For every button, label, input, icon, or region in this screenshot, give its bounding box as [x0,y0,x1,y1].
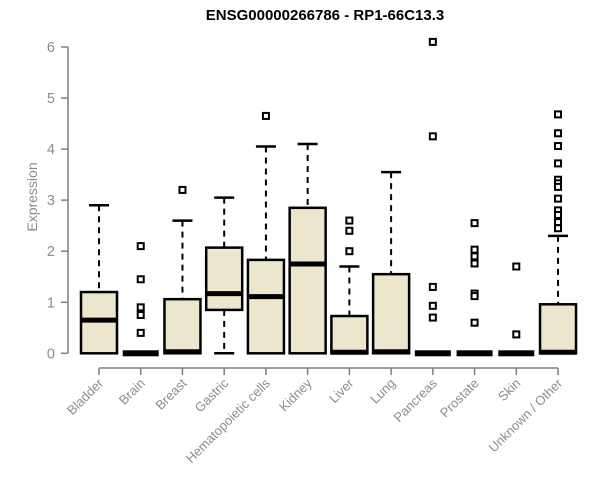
outlier-prostate [470,318,479,327]
outlier-pancreas [428,313,437,322]
flat-box-pancreas [414,350,451,357]
x-tick-label-prostate: Prostate [437,376,482,421]
outlier-prostate [470,245,479,254]
outlier-breast [178,185,187,194]
x-tick-label-kidney: Kidney [276,375,315,414]
outlier-brain [136,328,145,337]
outlier-unknown-other [554,218,563,227]
y-tick-label: 2 [47,244,55,260]
x-tick-label-skin: Skin [495,376,523,404]
outlier-liver [345,226,354,235]
outlier-skin [512,262,521,271]
outlier-liver [345,216,354,225]
outlier-pancreas [428,132,437,141]
outlier-unknown-other [554,142,563,151]
box-liver [330,314,369,355]
outlier-prostate [470,292,479,301]
outlier-skin [512,330,521,339]
box-bladder [79,290,119,355]
outlier-brain [136,242,145,251]
outlier-unknown-other [554,210,563,219]
x-tick-label-liver: Liver [326,375,357,406]
outlier-brain [136,275,145,284]
box-hematopoietic-cells [246,258,286,355]
outlier-hematopoietic-cells [261,111,270,120]
outlier-unknown-other [554,224,563,233]
box-gastric [204,246,244,312]
outlier-pancreas [428,37,437,46]
y-tick-label: 5 [47,91,55,107]
outlier-prostate [470,219,479,228]
outlier-pancreas [428,301,437,310]
box-breast [163,297,202,355]
outlier-liver [345,247,354,256]
y-axis-title: Expression [24,162,40,232]
outlier-unknown-other [554,129,563,138]
outlier-prostate [470,252,479,261]
y-tick-label: 3 [47,193,55,209]
box-kidney [288,206,327,355]
x-tick-label-pancreas: Pancreas [391,375,441,425]
x-tick-label-brain: Brain [116,376,148,408]
x-tick-label-gastric: Gastric [192,375,232,415]
flat-box-prostate [456,350,493,357]
outlier-pancreas [428,282,437,291]
box-unknown-other [538,303,578,355]
outlier-prostate [470,259,479,268]
x-tick-label-unknown-other: Unknown / Other [486,375,566,455]
flat-box-brain [122,350,159,357]
flat-box-skin [498,350,535,357]
outlier-unknown-other [554,194,563,203]
x-tick-label-breast: Breast [152,375,189,412]
outlier-brain [136,303,145,312]
y-tick-label: 6 [47,40,55,56]
x-tick-label-lung: Lung [367,376,398,407]
outlier-unknown-other [554,110,563,119]
outlier-unknown-other [554,182,563,191]
y-tick-label: 0 [47,346,55,362]
y-tick-label: 4 [47,142,55,158]
outlier-unknown-other [554,159,563,168]
x-tick-label-bladder: Bladder [64,375,107,418]
outlier-brain [136,311,145,320]
y-tick-label: 1 [47,295,55,311]
box-lung [371,272,411,355]
chart-title: ENSG00000266786 - RP1-66C13.3 [205,7,445,24]
